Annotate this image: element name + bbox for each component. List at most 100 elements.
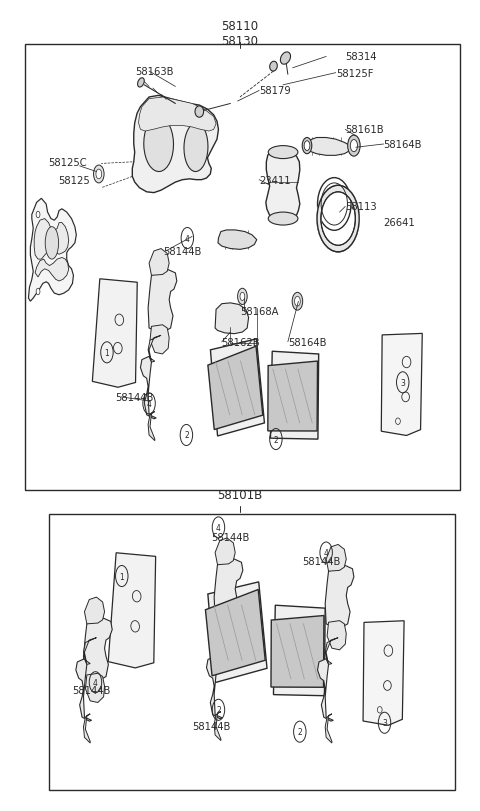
Text: 58168A: 58168A [240, 307, 278, 316]
Bar [24, 45, 460, 491]
Text: 4: 4 [216, 523, 221, 532]
PathPatch shape [326, 545, 346, 572]
Text: 58113: 58113 [345, 202, 377, 212]
PathPatch shape [325, 566, 354, 629]
PathPatch shape [208, 347, 263, 430]
PathPatch shape [76, 659, 92, 721]
Ellipse shape [36, 212, 40, 218]
Text: 23411: 23411 [259, 175, 291, 186]
PathPatch shape [92, 280, 137, 388]
Ellipse shape [268, 147, 298, 160]
PathPatch shape [268, 362, 318, 431]
PathPatch shape [84, 638, 96, 664]
PathPatch shape [141, 357, 156, 419]
Ellipse shape [270, 62, 277, 72]
PathPatch shape [34, 219, 69, 260]
Ellipse shape [304, 142, 310, 152]
Text: 58144B: 58144B [163, 247, 202, 256]
PathPatch shape [208, 582, 267, 683]
Text: 58125C: 58125C [48, 157, 87, 168]
PathPatch shape [214, 711, 221, 740]
Ellipse shape [94, 166, 104, 183]
Text: 58130: 58130 [221, 35, 259, 48]
Text: 3: 3 [382, 719, 387, 727]
Text: 58144B: 58144B [72, 685, 111, 696]
PathPatch shape [85, 673, 105, 702]
Text: 2: 2 [274, 435, 278, 444]
PathPatch shape [150, 325, 169, 354]
PathPatch shape [216, 615, 235, 643]
PathPatch shape [327, 621, 346, 650]
PathPatch shape [148, 336, 161, 363]
PathPatch shape [148, 412, 155, 441]
PathPatch shape [210, 340, 264, 436]
Ellipse shape [302, 139, 312, 155]
Text: 58125F: 58125F [336, 69, 373, 79]
Ellipse shape [36, 289, 40, 295]
Text: 3: 3 [400, 379, 405, 388]
Ellipse shape [348, 136, 360, 157]
PathPatch shape [84, 619, 112, 680]
Ellipse shape [292, 293, 303, 311]
Text: 58179: 58179 [259, 87, 291, 97]
PathPatch shape [28, 199, 76, 302]
PathPatch shape [108, 553, 156, 668]
PathPatch shape [271, 616, 324, 688]
PathPatch shape [308, 139, 350, 157]
PathPatch shape [35, 258, 69, 281]
Text: 58162B: 58162B [221, 337, 260, 347]
PathPatch shape [215, 539, 235, 565]
Text: 58110: 58110 [221, 20, 259, 33]
PathPatch shape [266, 150, 300, 221]
Text: 26641: 26641 [384, 217, 415, 228]
Ellipse shape [268, 212, 298, 225]
PathPatch shape [206, 656, 222, 719]
PathPatch shape [270, 352, 319, 440]
Text: 58144B: 58144B [302, 557, 341, 567]
PathPatch shape [215, 303, 249, 334]
Ellipse shape [240, 293, 245, 301]
Ellipse shape [45, 227, 59, 260]
PathPatch shape [325, 714, 332, 743]
PathPatch shape [84, 714, 90, 743]
Text: 58161B: 58161B [345, 125, 384, 135]
PathPatch shape [214, 560, 243, 622]
Text: 58144B: 58144B [116, 393, 154, 402]
PathPatch shape [148, 270, 177, 333]
Text: 4: 4 [324, 548, 329, 557]
Ellipse shape [138, 79, 144, 88]
PathPatch shape [381, 334, 422, 436]
Ellipse shape [350, 140, 358, 152]
Ellipse shape [96, 169, 102, 179]
Text: 58144B: 58144B [211, 533, 250, 543]
Text: 1: 1 [105, 349, 109, 358]
Text: 2: 2 [298, 727, 302, 736]
PathPatch shape [274, 606, 325, 696]
Text: 2: 2 [216, 706, 221, 714]
Text: 1: 1 [120, 572, 124, 581]
PathPatch shape [363, 621, 404, 725]
PathPatch shape [214, 636, 227, 662]
Ellipse shape [295, 297, 300, 307]
PathPatch shape [84, 598, 105, 624]
Text: 58164B: 58164B [384, 139, 422, 150]
Text: 4: 4 [146, 399, 152, 409]
Text: 58101B: 58101B [217, 488, 263, 501]
PathPatch shape [132, 97, 218, 193]
Text: 58314: 58314 [345, 53, 377, 62]
Text: 4: 4 [185, 234, 190, 243]
Ellipse shape [195, 107, 204, 118]
PathPatch shape [325, 638, 338, 664]
PathPatch shape [205, 590, 265, 676]
Ellipse shape [144, 118, 173, 172]
Text: 58163B: 58163B [135, 67, 173, 77]
Text: 58144B: 58144B [192, 721, 230, 731]
Text: 2: 2 [184, 431, 189, 440]
Text: 58125: 58125 [58, 175, 90, 186]
Bar [48, 515, 456, 790]
PathPatch shape [139, 98, 216, 132]
Text: 58164B: 58164B [288, 337, 326, 347]
Text: 4: 4 [93, 678, 98, 687]
Ellipse shape [238, 289, 247, 305]
PathPatch shape [149, 249, 169, 276]
